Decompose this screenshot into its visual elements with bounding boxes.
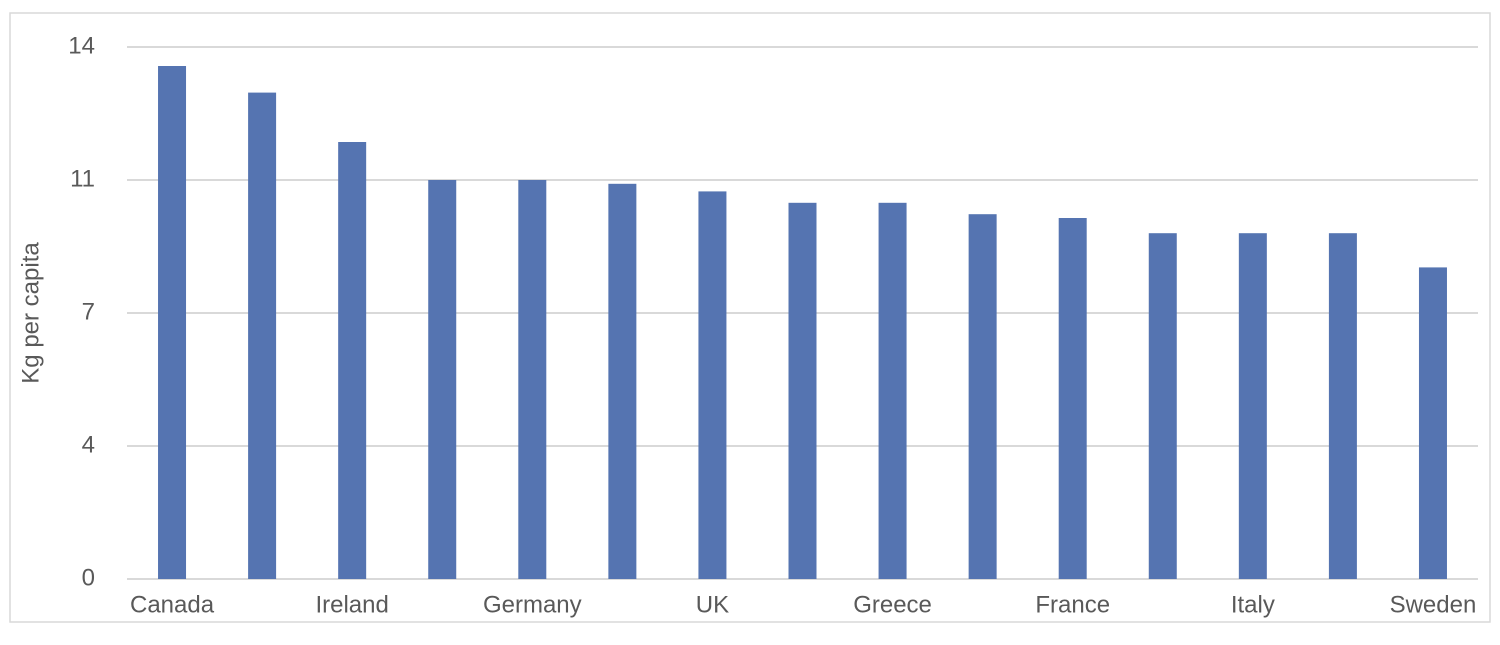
y-tick-label: 11 bbox=[70, 165, 95, 192]
x-tick-label: Italy bbox=[1231, 591, 1275, 618]
x-tick-label: France bbox=[1035, 591, 1110, 618]
x-tick-label: Ireland bbox=[315, 591, 388, 618]
bar bbox=[1148, 233, 1177, 579]
bar bbox=[248, 92, 277, 579]
bar bbox=[878, 202, 907, 580]
bar bbox=[338, 142, 367, 579]
bar bbox=[158, 66, 187, 579]
x-tick-label: Canada bbox=[130, 591, 215, 618]
bar bbox=[1328, 233, 1357, 579]
y-tick-label: 0 bbox=[82, 564, 95, 591]
x-tick-label: UK bbox=[696, 591, 729, 618]
y-tick-label: 4 bbox=[82, 431, 95, 458]
chart-frame bbox=[9, 12, 1491, 623]
bar bbox=[1238, 233, 1267, 579]
bar bbox=[698, 191, 727, 579]
bar bbox=[518, 180, 547, 579]
y-tick-label: 7 bbox=[82, 298, 95, 325]
y-tick-label: 14 bbox=[68, 32, 95, 59]
bar bbox=[968, 214, 997, 579]
x-tick-label: Greece bbox=[853, 591, 932, 618]
y-axis-title: Kg per capita bbox=[17, 242, 44, 384]
bar bbox=[788, 202, 817, 580]
x-tick-label: Sweden bbox=[1390, 591, 1477, 618]
bar bbox=[1418, 267, 1447, 579]
x-tick-label: Germany bbox=[483, 591, 582, 618]
bar bbox=[1058, 218, 1087, 579]
bar bbox=[608, 183, 637, 580]
bar bbox=[428, 180, 457, 579]
